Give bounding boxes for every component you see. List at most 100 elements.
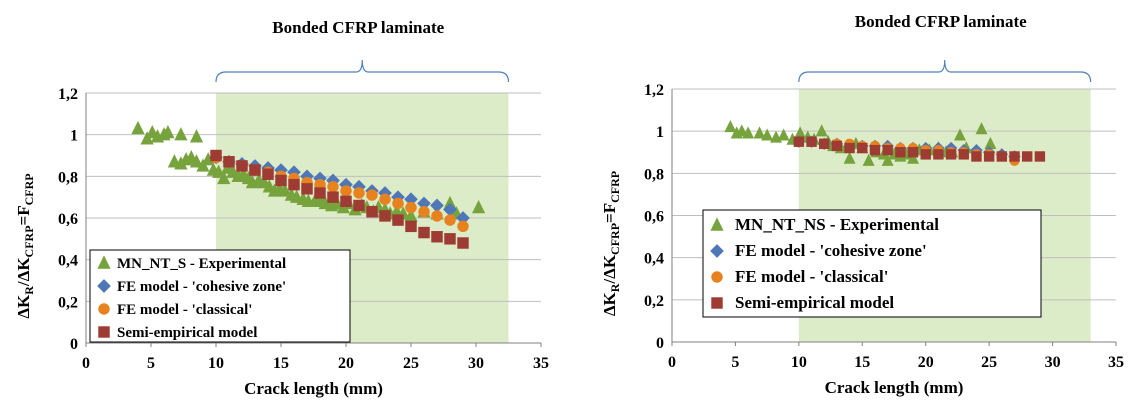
data-point	[742, 126, 755, 139]
data-point	[958, 149, 969, 160]
legend-box	[89, 249, 351, 343]
data-point	[327, 181, 339, 193]
data-point	[753, 126, 766, 139]
data-point	[882, 144, 893, 156]
data-point	[881, 153, 894, 166]
data-point	[217, 170, 231, 185]
data-point	[844, 142, 855, 154]
data-point	[189, 154, 204, 168]
x-tick-label: 35	[1108, 354, 1124, 371]
data-point	[161, 124, 175, 139]
data-point	[456, 211, 470, 225]
x-tick-label: 30	[1045, 354, 1061, 371]
data-point	[472, 199, 486, 214]
bonded-region-brace	[215, 59, 510, 83]
data-point	[223, 156, 235, 168]
series-3	[210, 149, 469, 249]
data-point	[379, 193, 391, 205]
data-point	[340, 185, 352, 197]
data-point	[327, 191, 339, 203]
y-tick-label: 0,6	[58, 211, 78, 228]
x-tick-label: 15	[273, 355, 289, 372]
y-axis-title-part: CFRP	[22, 173, 36, 205]
chart-right: 0 0,2 0,4 0,6 0,8 1 1,2 0 5 10 15 20 25 30 35 Crack len…	[600, 12, 1124, 397]
legend-entry: Semi-empirical model	[117, 325, 257, 341]
legend-entry: Semi-empirical model	[735, 293, 894, 312]
data-point	[379, 210, 391, 222]
y-axis-title-part: ΔK	[14, 294, 33, 319]
data-point	[236, 160, 248, 172]
data-point	[301, 183, 313, 195]
y-tick-label: 1	[656, 124, 664, 141]
bonded-region-label: Bonded CFRP laminate	[272, 18, 444, 37]
data-point	[210, 149, 222, 162]
data-point	[392, 214, 404, 226]
data-point	[278, 183, 292, 197]
data-point	[843, 151, 856, 164]
data-point	[189, 129, 204, 143]
data-point	[131, 120, 145, 135]
legend-marker	[98, 303, 110, 315]
x-tick-label: 15	[854, 354, 870, 371]
x-tick-label: 25	[981, 354, 997, 371]
x-tick-label: 10	[208, 355, 224, 372]
data-point	[907, 147, 919, 158]
y-axis-title-part: CFRP	[608, 223, 622, 255]
data-point	[314, 187, 326, 199]
legend-marker	[710, 244, 724, 258]
data-point	[353, 199, 365, 212]
y-axis-title-part: =F	[14, 205, 33, 225]
y-axis-title-part: CFRP	[608, 171, 622, 203]
data-point	[761, 128, 774, 141]
y-tick-label: 0,8	[644, 166, 664, 183]
data-point	[1022, 151, 1033, 162]
y-tick-label: 0,8	[58, 169, 78, 186]
y-tick-label: 0,2	[58, 294, 78, 311]
data-point	[996, 151, 1008, 162]
x-axis-title: Crack length (mm)	[244, 379, 383, 398]
legend-entry: MN_NT_S - Experimental	[117, 256, 286, 272]
data-point	[417, 196, 431, 211]
legend-marker	[97, 255, 111, 269]
y-tick-label: 0	[656, 335, 664, 352]
y-axis-title-part: /ΔK	[14, 257, 33, 287]
x-tick-label: 5	[147, 355, 155, 372]
y-axis-title-part: ΔK	[600, 291, 619, 316]
bonded-region-brace	[798, 59, 1092, 83]
data-point	[975, 122, 988, 135]
data-point	[443, 195, 457, 210]
y-axis-title-part: R	[608, 283, 622, 292]
x-tick-label: 5	[731, 354, 739, 371]
data-point	[945, 149, 957, 160]
x-tick-label: 20	[338, 355, 354, 372]
data-point	[405, 201, 417, 214]
x-tick-label: 0	[82, 355, 90, 372]
data-point	[777, 128, 790, 141]
legend-marker	[97, 279, 111, 293]
data-point	[983, 151, 995, 162]
data-point	[819, 138, 830, 150]
x-tick-label: 20	[918, 354, 934, 371]
data-point	[724, 120, 737, 133]
data-point	[366, 189, 378, 201]
data-point	[201, 152, 215, 166]
legend-marker	[710, 217, 724, 231]
x-tick-label: 10	[791, 354, 807, 371]
y-tick-label: 1,2	[58, 86, 78, 103]
x-tick-label: 0	[668, 354, 676, 371]
data-point	[806, 136, 817, 147]
data-point	[212, 164, 226, 178]
y-tick-label: 0,2	[644, 293, 664, 310]
data-point	[895, 147, 906, 158]
legend-entry: MN_NT_NS - Experimental	[735, 215, 939, 234]
data-point	[953, 128, 966, 141]
x-axis-title: Crack length (mm)	[825, 378, 964, 397]
data-point	[920, 149, 931, 160]
data-point	[831, 140, 843, 152]
legend-box	[702, 209, 1042, 318]
data-point	[869, 144, 881, 156]
data-point	[443, 202, 457, 217]
data-point	[444, 214, 456, 226]
y-tick-label: 0,4	[644, 251, 664, 268]
